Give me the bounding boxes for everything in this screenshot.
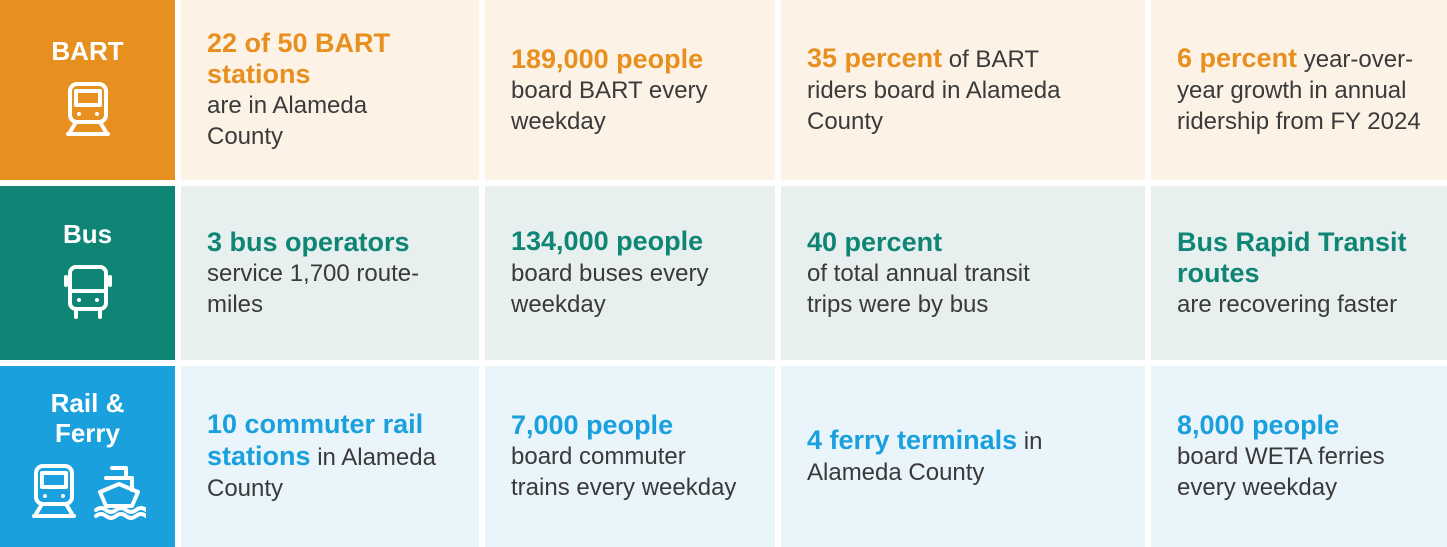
stat-text: 22 of 50 BART stations are in Alameda Cou… xyxy=(207,28,422,152)
icons xyxy=(63,263,112,327)
stat-cell: 6 percent year-over-year growth in annua… xyxy=(1151,0,1447,180)
stat-lead: 134,000 people xyxy=(511,226,704,256)
stat-text: 4 ferry terminals in Alameda County xyxy=(807,425,1117,488)
stat-rest: are in Alameda County xyxy=(207,92,368,150)
stat-cell: 8,000 people board WETA ferries every wee… xyxy=(1151,366,1447,547)
stat-rest: of BART riders board in Alameda County xyxy=(807,46,1061,135)
stat-cell: 4 ferry terminals in Alameda County xyxy=(781,366,1145,547)
stat-rest: board buses every weekday xyxy=(511,260,709,318)
stat-rest: in Alameda County xyxy=(807,428,1043,486)
stat-rest: service 1,700 route-miles xyxy=(207,259,420,318)
ferry-icon xyxy=(93,465,148,520)
stat-rest: year-over-year growth in annual ridershi… xyxy=(1177,46,1421,135)
stat-text: 3 bus operators service 1,700 route-miles xyxy=(207,227,455,320)
stat-lead: Bus Rapid Transit routes xyxy=(1177,226,1407,288)
stat-lead: 8,000 people xyxy=(1177,410,1340,440)
train-icon xyxy=(65,82,110,136)
stat-rest: board commuter trains every weekday xyxy=(511,443,737,501)
stat-text: Bus Rapid Transit routes are recovering f… xyxy=(1177,227,1417,320)
stat-lead: 35 percent xyxy=(807,43,943,73)
stat-cell: 35 percent of BART riders board in Alame… xyxy=(781,0,1145,180)
stat-lead: 189,000 people xyxy=(511,43,704,74)
stat-text: 35 percent of BART riders board in Alame… xyxy=(807,43,1097,137)
stat-lead: 6 percent xyxy=(1177,43,1298,73)
row-title: BART xyxy=(51,36,124,66)
stat-lead: 40 percent xyxy=(807,226,943,257)
stat-rest: board BART every weekday xyxy=(511,76,708,135)
stat-rest: are recovering faster xyxy=(1177,290,1398,318)
stat-text: 40 percent of total annual transit trips … xyxy=(807,227,1077,320)
stat-rest: of total annual transit trips were by bu… xyxy=(807,259,1030,318)
row-title: Rail & Ferry xyxy=(50,387,125,448)
stat-cell: 189,000 people board BART every weekday xyxy=(485,0,775,180)
stat-cell: 10 commuter rail stations in Alameda Cou… xyxy=(181,366,479,547)
icons xyxy=(30,462,148,526)
stat-lead: 3 bus operators xyxy=(207,226,410,257)
icons xyxy=(64,80,112,144)
stat-lead: 22 of 50 BART stations xyxy=(207,28,391,89)
stat-text: 7,000 people board commuter trains every … xyxy=(511,410,751,503)
stat-cell: 7,000 people board commuter trains every … xyxy=(485,366,775,547)
row-label: Rail & Ferry xyxy=(0,366,175,547)
stat-text: 189,000 people board BART every weekday xyxy=(511,44,751,137)
row-title: Bus xyxy=(62,219,113,249)
stat-cell: 40 percent of total annual transit trips … xyxy=(781,186,1145,360)
stat-cell: 134,000 people board buses every weekday xyxy=(485,186,775,360)
stat-lead: 7,000 people xyxy=(511,410,674,440)
stat-rest: in Alameda County xyxy=(207,444,436,502)
stat-text: 134,000 people board buses every weekday xyxy=(511,226,741,320)
stat-cell: 22 of 50 BART stations are in Alameda Cou… xyxy=(181,0,479,180)
stat-cell: Bus Rapid Transit routes are recovering f… xyxy=(1151,186,1447,360)
row-label: BART xyxy=(0,0,175,180)
stat-text: 6 percent year-over-year growth in annua… xyxy=(1177,43,1423,137)
row-label: Bus xyxy=(0,186,175,360)
stat-cell: 3 bus operators service 1,700 route-miles xyxy=(181,186,479,360)
train-icon xyxy=(31,463,76,518)
stat-text: 8,000 people board WETA ferries every wee… xyxy=(1177,410,1417,503)
stat-lead: 10 commuter rail stations xyxy=(207,409,424,471)
stat-text: 10 commuter rail stations in Alameda Cou… xyxy=(207,409,447,504)
bus-icon xyxy=(63,265,112,319)
stat-rest: board WETA ferries every weekday xyxy=(1177,443,1385,501)
stat-lead: 4 ferry terminals xyxy=(807,425,1018,455)
